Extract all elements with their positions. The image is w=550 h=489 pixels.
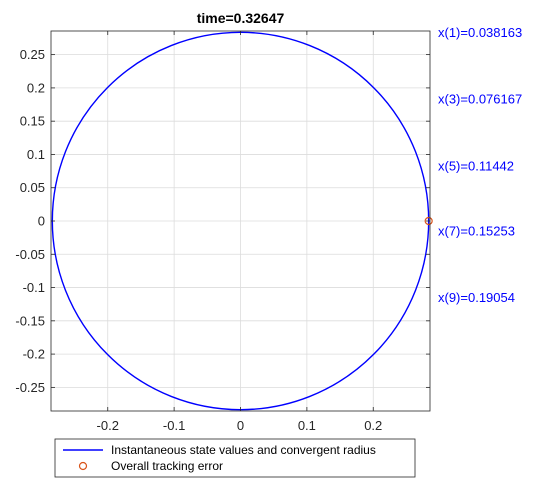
state-annotation: x(3)=0.076167: [438, 92, 522, 107]
y-tick-label: 0.2: [27, 80, 45, 95]
x-tick-label: 0: [237, 418, 244, 433]
y-tick-label: 0: [38, 214, 45, 229]
legend: Instantaneous state values and convergen…: [54, 438, 416, 478]
tracking-error-marker: [424, 216, 433, 226]
legend-label: Overall tracking error: [111, 459, 223, 473]
legend-label: Instantaneous state values and convergen…: [111, 443, 376, 457]
state-annotation: x(5)=0.11442: [438, 158, 514, 173]
state-annotation: x(7)=0.15253: [438, 223, 515, 238]
chart-title: time=0.32647: [197, 10, 285, 26]
tick-layer: -0.2 -0.1 0 0.1 0.2 0.25 0.2 0.15 0.1 0.05 0 -0.05 -…: [15, 31, 430, 433]
y-tick-label: -0.1: [23, 280, 45, 295]
x-tick-label: -0.2: [97, 418, 119, 433]
y-tick-label: 0.25: [20, 47, 45, 62]
x-tick-label: 0.1: [298, 418, 316, 433]
grid: [51, 31, 430, 411]
y-tick-label: -0.15: [15, 313, 45, 328]
annotation-layer: x(1)=0.038163 x(3)=0.076167 x(5)=0.11442 x(…: [438, 25, 522, 305]
legend-marker-swatch: [78, 461, 88, 471]
x-tick-label: -0.1: [163, 418, 185, 433]
state-annotation: x(1)=0.038163: [438, 25, 522, 40]
x-tick-label: 0.2: [364, 418, 382, 433]
y-tick-label: -0.25: [15, 380, 45, 395]
y-tick-label: 0.05: [20, 180, 45, 195]
y-tick-label: 0.15: [20, 114, 45, 129]
y-tick-label: 0.1: [27, 147, 45, 162]
y-tick-label: -0.2: [23, 347, 45, 362]
legend-box: [54, 438, 416, 478]
state-annotation: x(9)=0.19054: [438, 290, 515, 305]
y-tick-label: -0.05: [15, 247, 45, 262]
